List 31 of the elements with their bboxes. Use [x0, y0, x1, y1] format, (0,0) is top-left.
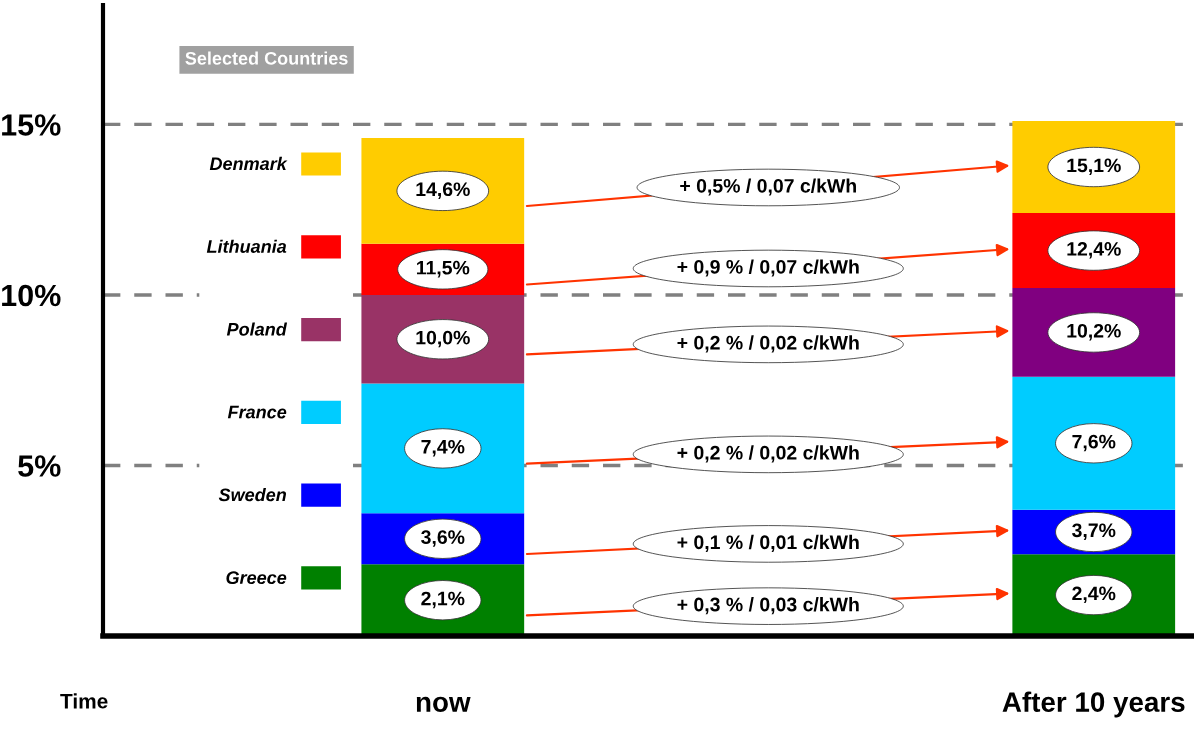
- annotation: 14,6%: [416, 182, 470, 199]
- legend-label: Sweden: [218, 487, 287, 502]
- annotation: 11,5%: [416, 260, 470, 278]
- annotation: + 0,5% / 0,07 c/kWh: [680, 178, 856, 196]
- annotation: 10,0%: [416, 330, 470, 348]
- annotation: 3,6%: [421, 530, 465, 547]
- legend-label: France: [227, 405, 287, 419]
- annotation: 2,4%: [1072, 586, 1116, 604]
- annotation: + 0,9 % / 0,07 c/kWh: [677, 259, 859, 277]
- y-tick-label: 15%: [2, 114, 61, 136]
- annotation: + 0,2 % / 0,02 c/kWh: [677, 335, 859, 353]
- legend-label: Denmark: [209, 156, 288, 171]
- legend-label: Greece: [226, 571, 287, 585]
- annotation: + 0,2 % / 0,02 c/kWh: [677, 445, 859, 463]
- legend-title: Selected Countries: [185, 51, 348, 65]
- annotation: + 0,1 % / 0,01 c/kWh: [677, 534, 859, 552]
- annotation: 12,4%: [1067, 242, 1121, 259]
- annotation: 10,2%: [1067, 323, 1121, 341]
- y-tick-label: 5%: [18, 455, 61, 477]
- annotation: 7,6%: [1072, 434, 1116, 452]
- x-tick-label: After 10 years: [1002, 691, 1185, 718]
- annotation: 7,4%: [421, 439, 465, 457]
- annotation: 2,1%: [421, 591, 465, 609]
- y-tick-label: 10%: [2, 284, 61, 307]
- x-tick-label: now: [416, 696, 471, 712]
- legend-label: Lithuania: [206, 239, 287, 253]
- annotation: 15,1%: [1067, 158, 1121, 176]
- annotation: + 0,3 % / 0,03 c/kWh: [677, 597, 859, 615]
- legend-label: Poland: [226, 322, 288, 336]
- x-axis-title: Time: [60, 693, 108, 709]
- annotation: 3,7%: [1072, 523, 1116, 541]
